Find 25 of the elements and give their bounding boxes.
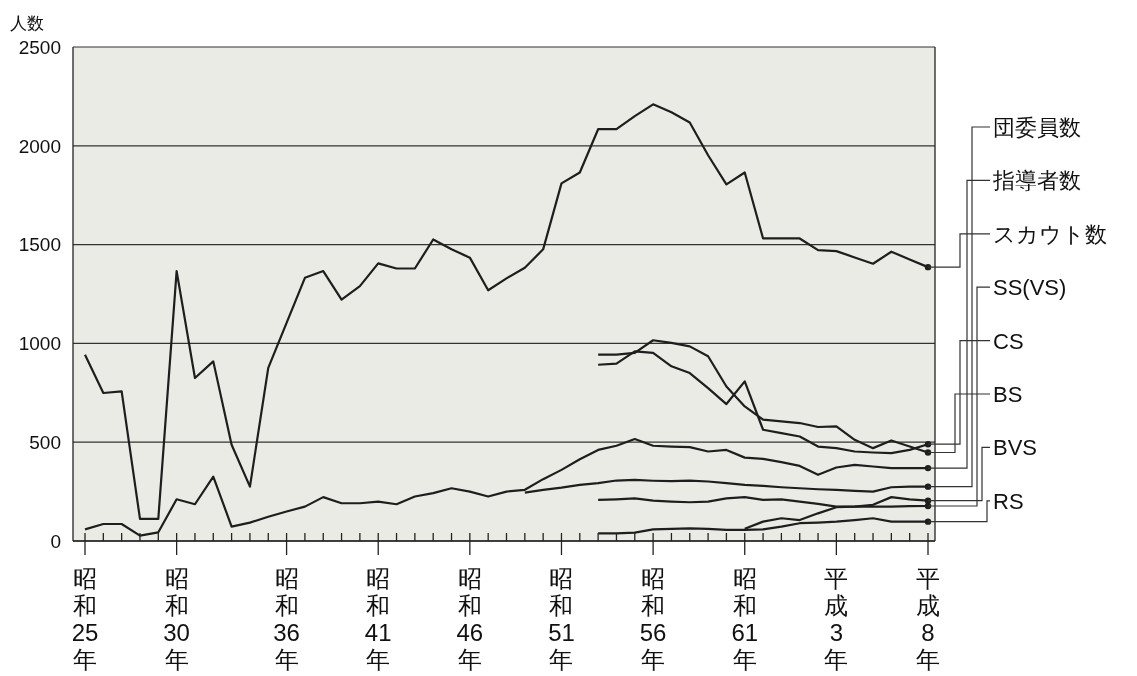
text: SS(VS): [993, 275, 1067, 301]
text: CS: [993, 328, 1024, 354]
x-tick-label: 昭和61年: [731, 565, 759, 673]
y-axis-title: 人数: [10, 13, 44, 35]
text: スカウト数: [993, 221, 1107, 247]
y-tick-label: 0: [50, 530, 61, 552]
x-tick-label: 昭和36年: [273, 565, 300, 673]
text: 団委員数: [993, 115, 1081, 140]
y-tick-label: 500: [29, 431, 61, 453]
text: BS: [993, 382, 1023, 407]
y-tick-label: 2500: [18, 36, 61, 58]
x-tick-label: 昭和30年: [163, 565, 190, 673]
text: RS: [993, 488, 1024, 514]
y-tick-label: 2000: [18, 135, 61, 157]
x-tick-label: 昭和46年: [456, 565, 484, 673]
x-tick-label: 昭和51年: [548, 565, 575, 673]
x-tick-label: 昭和41年: [364, 565, 392, 673]
x-tick-label: 平成3年: [824, 565, 849, 673]
text: 指導者数: [992, 168, 1081, 194]
y-tick-label: 1000: [18, 333, 61, 355]
x-tick-label: 昭和25年: [71, 565, 99, 673]
x-tick-label: 平成8年: [916, 565, 940, 673]
text: BVS: [993, 435, 1038, 461]
y-tick-label: 1500: [18, 234, 61, 256]
x-tick-label: 昭和56年: [639, 565, 667, 673]
